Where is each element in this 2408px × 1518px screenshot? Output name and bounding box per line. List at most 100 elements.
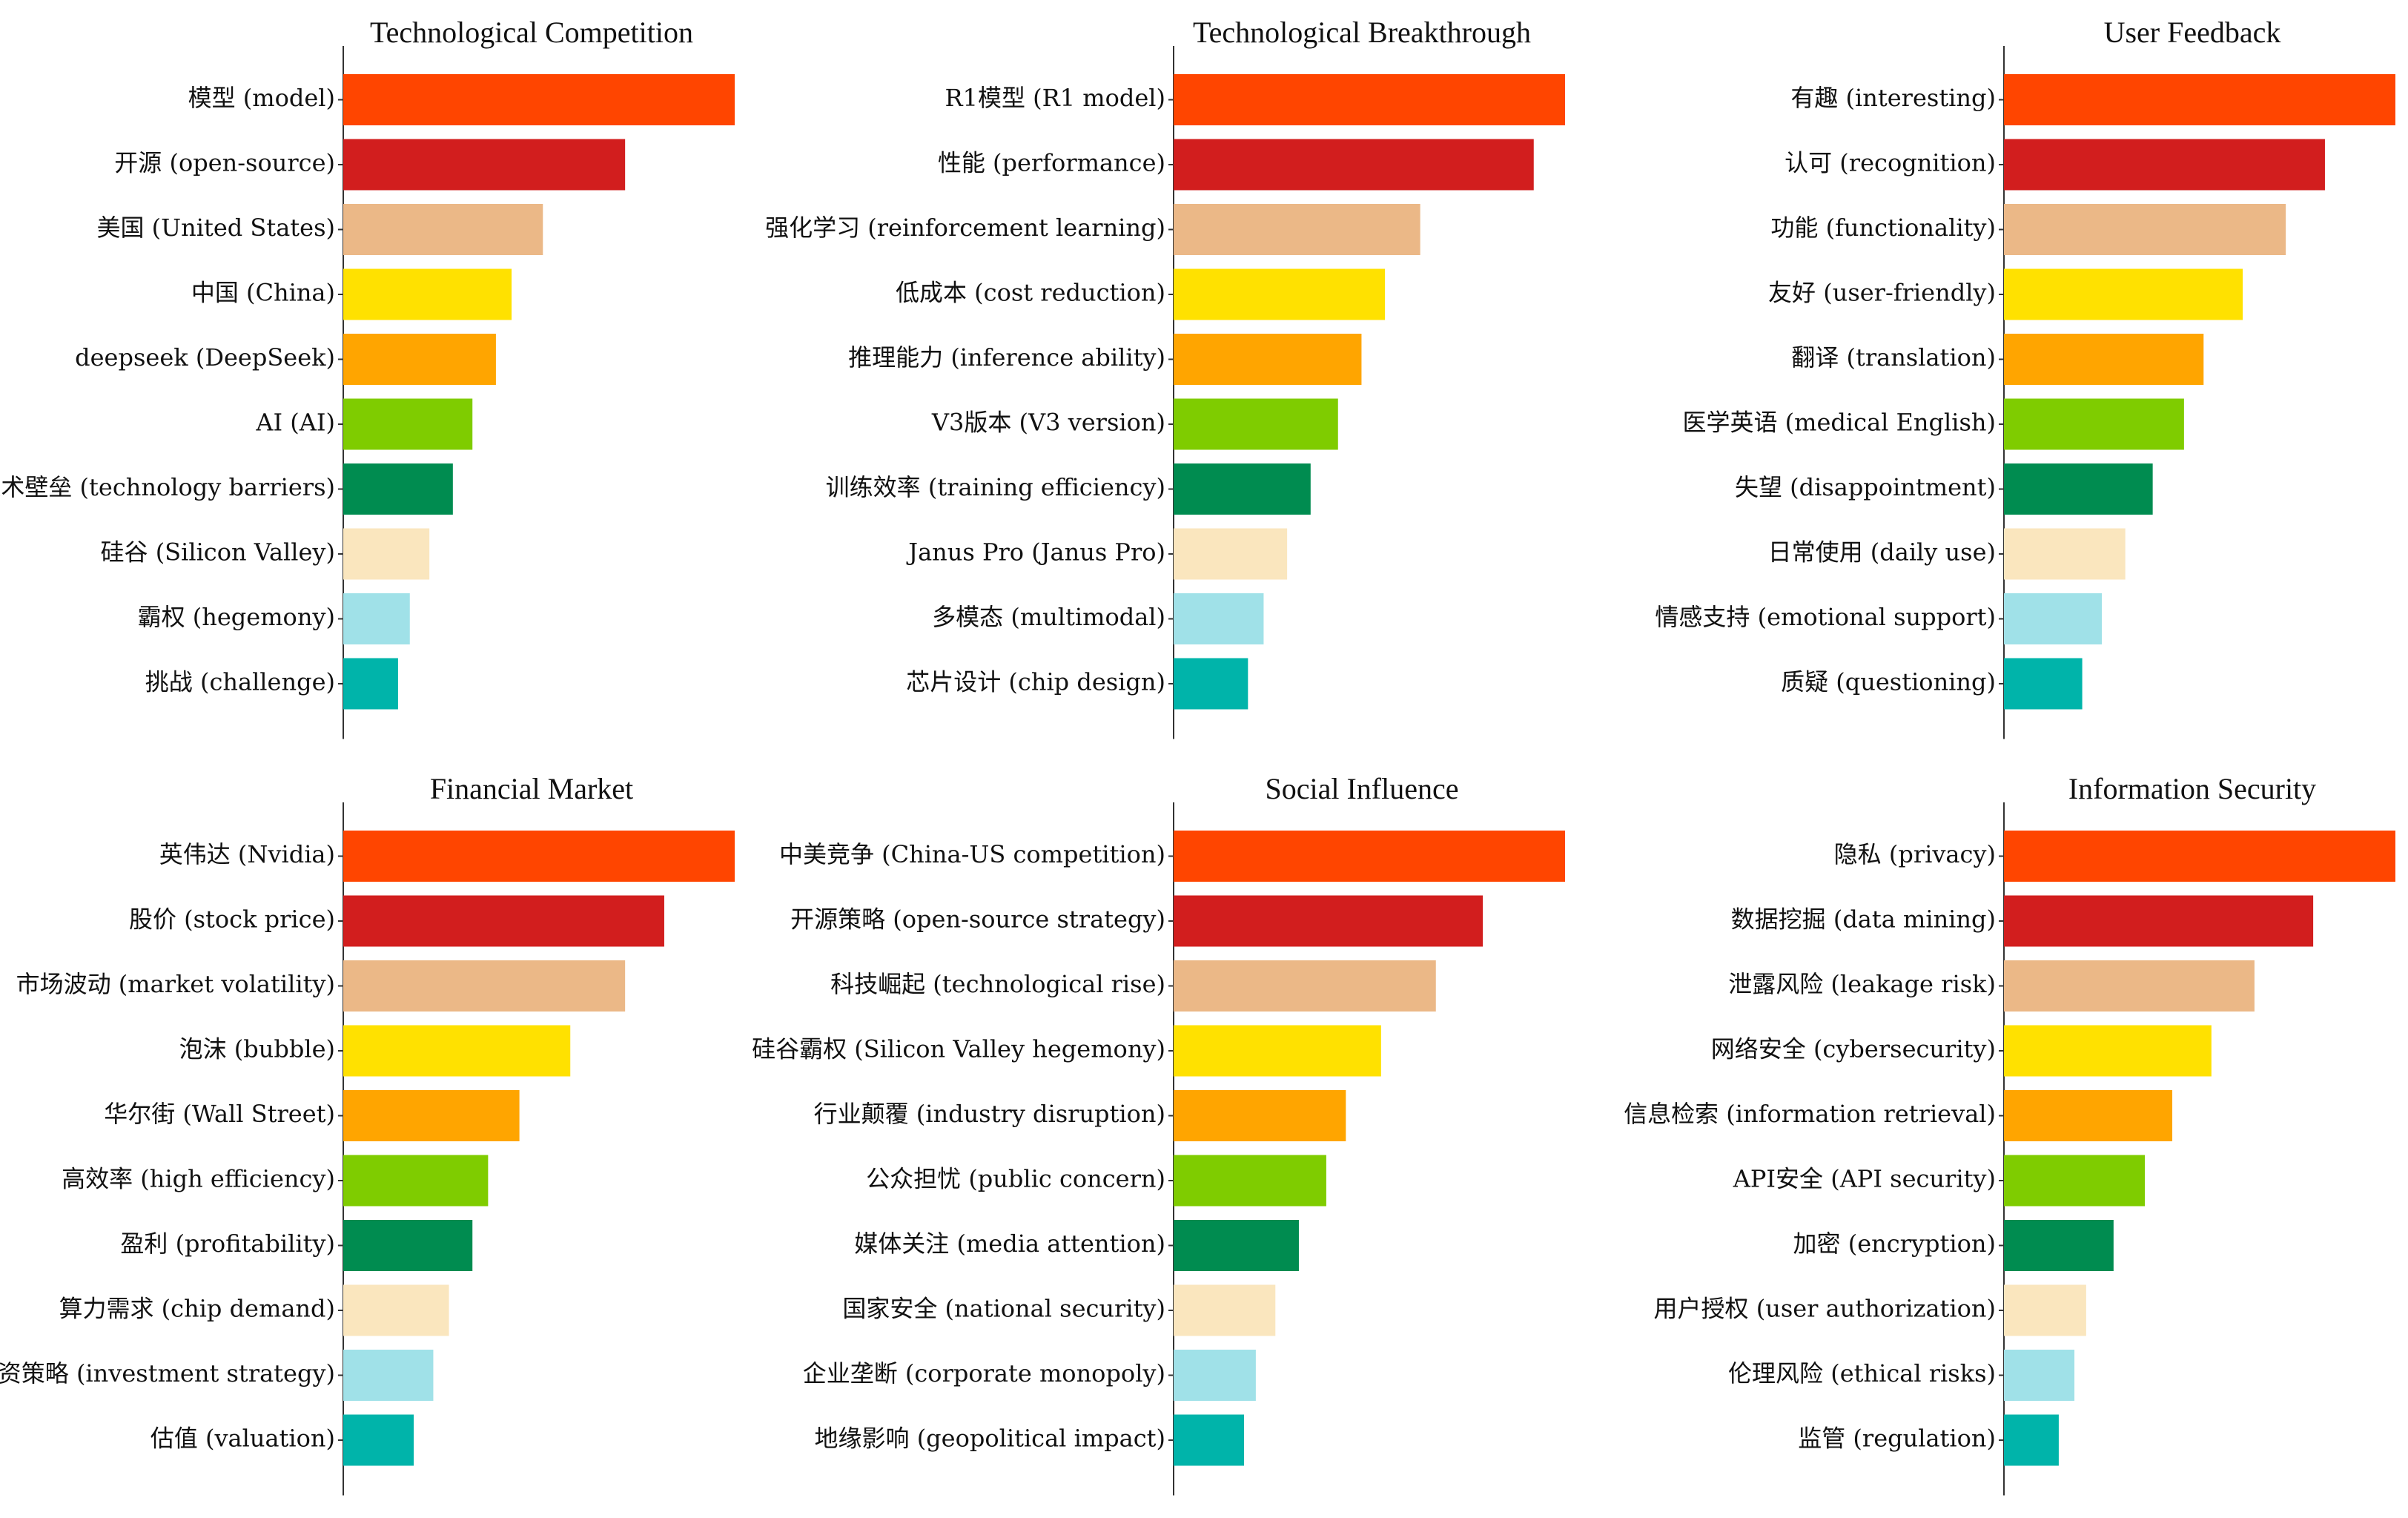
bar-8 bbox=[2004, 1284, 2086, 1336]
y-tick-label: 硅谷霸权 (Silicon Valley hegemony) bbox=[752, 1035, 1165, 1063]
y-tick-label: 中美竞争 (China-US competition) bbox=[779, 840, 1165, 868]
y-tick-label: 监管 (regulation) bbox=[1798, 1425, 1996, 1453]
y-tick-label: 开源 (open-source) bbox=[114, 149, 335, 177]
y-tick-label: 投资策略 (investment strategy) bbox=[0, 1359, 335, 1387]
bar-5 bbox=[2004, 334, 2204, 385]
y-tick-label: 国家安全 (national security) bbox=[842, 1295, 1165, 1323]
bar-4 bbox=[343, 1025, 571, 1077]
bar-7 bbox=[343, 463, 453, 515]
y-tick-label: 网络安全 (cybersecurity) bbox=[1711, 1035, 1996, 1063]
chart-title: Information Security bbox=[2068, 772, 2316, 805]
y-tick-label: 伦理风险 (ethical risks) bbox=[1728, 1359, 1996, 1387]
bar-6 bbox=[1174, 398, 1338, 450]
y-tick-label: 芯片设计 (chip design) bbox=[906, 668, 1165, 696]
bar-9 bbox=[2004, 1350, 2075, 1401]
y-tick-label: 推理能力 (inference ability) bbox=[848, 343, 1165, 372]
bar-9 bbox=[343, 593, 410, 644]
y-tick-label: 低成本 (cost reduction) bbox=[896, 279, 1165, 307]
y-tick-label: 股价 (stock price) bbox=[129, 905, 335, 934]
bar-6 bbox=[2004, 1155, 2146, 1207]
y-tick-label: 盈利 (profitability) bbox=[120, 1230, 335, 1258]
y-tick-label: 多模态 (multimodal) bbox=[932, 603, 1165, 631]
bar-1 bbox=[343, 74, 735, 125]
y-tick-label: 泄露风险 (leakage risk) bbox=[1728, 970, 1996, 998]
y-tick-label: Janus Pro (Janus Pro) bbox=[906, 538, 1165, 567]
y-tick-label: 中国 (China) bbox=[191, 279, 335, 307]
y-tick-label: 模型 (model) bbox=[188, 84, 335, 112]
bar-8 bbox=[343, 528, 430, 580]
y-tick-label: 高效率 (high efficiency) bbox=[62, 1165, 335, 1193]
chart-title: Social Influence bbox=[1266, 772, 1459, 805]
y-tick-label: 有趣 (interesting) bbox=[1790, 84, 1996, 112]
y-tick-label: AI (AI) bbox=[255, 409, 335, 437]
bar-7 bbox=[1174, 463, 1311, 515]
y-tick-label: 数据挖掘 (data mining) bbox=[1731, 905, 1996, 934]
y-tick-label: 信息检索 (information retrieval) bbox=[1624, 1100, 1996, 1128]
bar-10 bbox=[1174, 658, 1248, 710]
bar-2 bbox=[2004, 139, 2325, 191]
bar-5 bbox=[1174, 334, 1362, 385]
y-tick-label: 认可 (recognition) bbox=[1784, 149, 1996, 177]
bar-2 bbox=[343, 139, 626, 191]
bar-3 bbox=[1174, 204, 1420, 255]
bar-5 bbox=[1174, 1090, 1346, 1141]
bar-3 bbox=[343, 960, 626, 1012]
y-tick-label: 挑战 (challenge) bbox=[145, 668, 335, 696]
bar-4 bbox=[1174, 1025, 1381, 1077]
y-tick-label: 媒体关注 (media attention) bbox=[854, 1230, 1165, 1258]
bar-2 bbox=[2004, 895, 2314, 947]
y-tick-label: API安全 (API security) bbox=[1733, 1165, 1996, 1193]
bar-9 bbox=[343, 1350, 434, 1401]
bar-9 bbox=[1174, 1350, 1256, 1401]
y-tick-label: 情感支持 (emotional support) bbox=[1655, 603, 1996, 631]
bar-10 bbox=[2004, 1414, 2059, 1466]
y-tick-label: 英伟达 (Nvidia) bbox=[159, 840, 335, 868]
bar-4 bbox=[2004, 1025, 2212, 1077]
y-tick-label: 技术壁垒 (technology barriers) bbox=[0, 473, 335, 501]
bar-3 bbox=[2004, 204, 2286, 255]
chart-title: User Feedback bbox=[2104, 16, 2281, 49]
y-tick-label: 强化学习 (reinforcement learning) bbox=[765, 214, 1165, 242]
bar-1 bbox=[2004, 831, 2395, 882]
y-tick-label: deepseek (DeepSeek) bbox=[75, 343, 335, 372]
bar-10 bbox=[1174, 1414, 1245, 1466]
bar-5 bbox=[343, 1090, 520, 1141]
y-tick-label: 翻译 (translation) bbox=[1791, 343, 1996, 372]
y-tick-label: 估值 (valuation) bbox=[150, 1425, 335, 1453]
chart-panel-financial-market: Financial Market 英伟达 (Nvidia) 股价 (stock pr… bbox=[0, 772, 735, 1496]
y-tick-label: 硅谷 (Silicon Valley) bbox=[101, 538, 335, 567]
bar-8 bbox=[1174, 1284, 1276, 1336]
chart-title: Technological Breakthrough bbox=[1193, 16, 1531, 49]
y-tick-label: 加密 (encryption) bbox=[1793, 1230, 1996, 1258]
y-tick-label: 用户授权 (user authorization) bbox=[1654, 1295, 1996, 1323]
y-tick-label: 行业颠覆 (industry disruption) bbox=[814, 1100, 1165, 1128]
chart-panel-technological-breakthrough: Technological Breakthrough R1模型 (R1 model… bbox=[765, 16, 1565, 739]
y-tick-label: 泡沫 (bubble) bbox=[179, 1035, 335, 1063]
bar-6 bbox=[343, 1155, 489, 1207]
bar-4 bbox=[1174, 268, 1386, 320]
bar-1 bbox=[1174, 831, 1565, 882]
bar-8 bbox=[2004, 528, 2126, 580]
y-tick-label: 企业垄断 (corporate monopoly) bbox=[803, 1359, 1165, 1387]
chart-panel-social-influence: Social Influence 中美竞争 (China-US competiti… bbox=[752, 772, 1565, 1496]
y-tick-label: 科技崛起 (technological rise) bbox=[830, 970, 1165, 998]
y-tick-label: 美国 (United States) bbox=[97, 214, 336, 242]
y-tick-label: 公众担忧 (public concern) bbox=[866, 1165, 1165, 1193]
bar-3 bbox=[343, 204, 543, 255]
bar-7 bbox=[2004, 463, 2153, 515]
bar-9 bbox=[1174, 593, 1264, 644]
bar-7 bbox=[1174, 1220, 1299, 1271]
bar-3 bbox=[1174, 960, 1436, 1012]
bar-7 bbox=[343, 1220, 473, 1271]
bar-3 bbox=[2004, 960, 2255, 1012]
bar-6 bbox=[343, 398, 473, 450]
y-tick-label: 功能 (functionality) bbox=[1770, 214, 1996, 242]
bar-2 bbox=[343, 895, 664, 947]
chart-panel-information-security: Information Security 隐私 (privacy) 数据挖掘 (da… bbox=[1624, 772, 2395, 1496]
bar-6 bbox=[2004, 398, 2184, 450]
bar-1 bbox=[2004, 74, 2395, 125]
y-tick-label: 质疑 (questioning) bbox=[1781, 668, 1996, 696]
y-tick-label: 失望 (disappointment) bbox=[1735, 473, 1996, 501]
y-tick-label: 训练效率 (training efficiency) bbox=[826, 473, 1165, 501]
